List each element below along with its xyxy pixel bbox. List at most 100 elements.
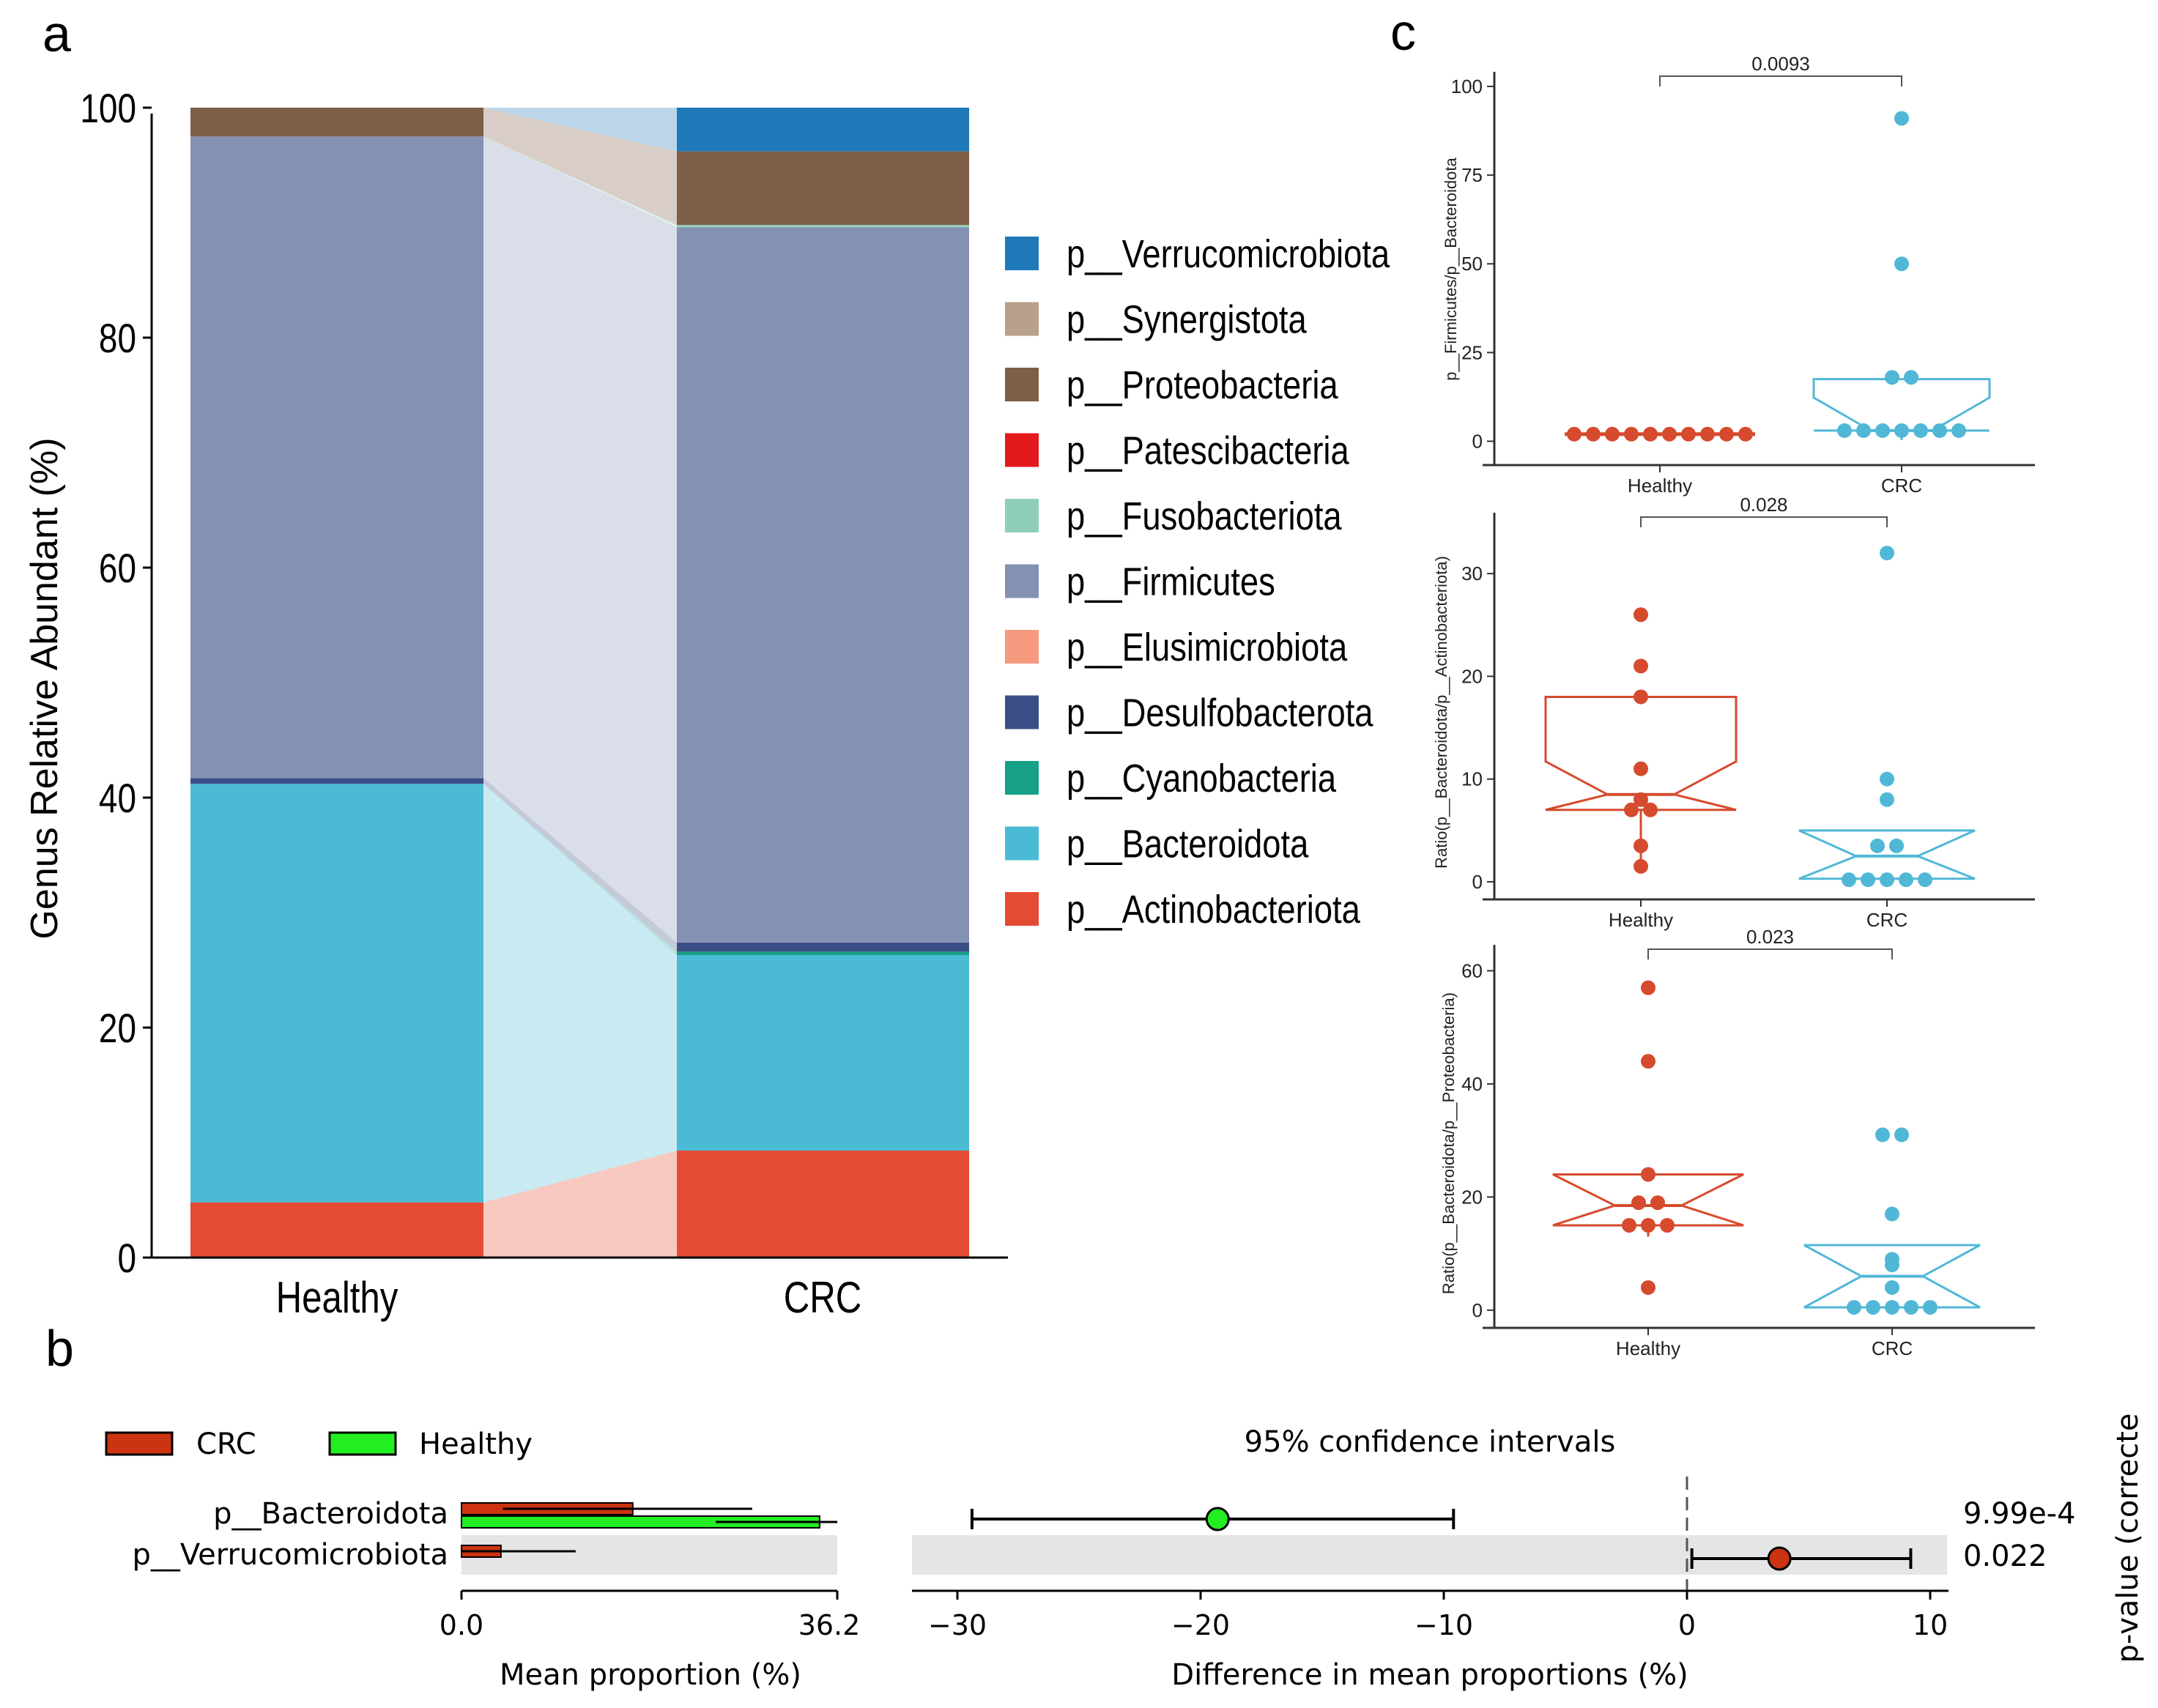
legend-swatch-p-fusobacteriota: [1005, 499, 1039, 532]
panel-label-c: c: [1390, 4, 1416, 61]
panel-label-a: a: [42, 5, 71, 62]
b-legend-healthy-label: Healthy: [419, 1427, 533, 1461]
flow-band-p-verrucomicrobiota: [483, 108, 677, 152]
legend-label-p-verrucomicrobiota: p__Verrucomicrobiota: [1067, 231, 1390, 276]
c2-pvalue: 0.028: [1740, 494, 1787, 516]
c1-point-healthy-0: [1567, 426, 1582, 442]
c1-x-tick-label-healthy: Healthy: [1628, 475, 1692, 497]
legend-swatch-p-cyanobacteria: [1005, 761, 1039, 795]
bar-healthy-p-firmicutes: [190, 136, 483, 779]
c3-point-healthy-1: [1641, 1054, 1655, 1069]
c1-point-crc-8: [1913, 423, 1928, 438]
c3-point-crc-2: [1885, 1206, 1899, 1222]
b-ci-point-p-bacteroidota: [1205, 1507, 1230, 1531]
a-y-tick-label-100: 100: [80, 86, 136, 131]
c2-y-tick-label-20: 20: [1461, 665, 1483, 687]
b-pvalue-axis-label: p-value (correcte: [2111, 1414, 2145, 1663]
c1-point-healthy-2: [1605, 426, 1620, 442]
c1-pvalue: 0.0093: [1751, 53, 1810, 75]
c2-point-crc-7: [1880, 872, 1894, 888]
c1-y-tick-label-75: 75: [1461, 164, 1483, 186]
legend-swatch-p-desulfobacterota: [1005, 695, 1039, 729]
c3-point-crc-1: [1894, 1127, 1909, 1143]
c2-point-crc-0: [1880, 546, 1894, 561]
legend-label-p-proteobacteria: p__Proteobacteria: [1067, 363, 1338, 407]
b-legend-healthy-swatch: [328, 1431, 397, 1456]
c2-point-healthy-2: [1634, 689, 1648, 705]
bar-crc-p-proteobacteria: [677, 151, 969, 226]
panel-label-b: b: [45, 1320, 74, 1377]
legend-label-p-actinobacteriota: p__Actinobacteriota: [1067, 887, 1360, 932]
c1-significance-bracket: [1659, 75, 1902, 86]
c3-box-healthy: [1552, 1173, 1744, 1227]
c2-y-tick-label-10: 10: [1461, 768, 1483, 790]
c3-point-healthy-7: [1660, 1217, 1675, 1233]
bar-crc-p-firmicutes: [677, 227, 969, 943]
c1-point-healthy-1: [1586, 426, 1601, 442]
legend-label-p-cyanobacteria: p__Cyanobacteria: [1067, 756, 1336, 801]
c3-point-crc-6: [1847, 1299, 1861, 1315]
legend-swatch-p-actinobacteriota: [1005, 892, 1039, 926]
c2-y-tick-label-30: 30: [1461, 562, 1483, 584]
legend-swatch-p-proteobacteria: [1005, 368, 1039, 401]
bar-crc-p-cyanobacteria: [677, 951, 969, 956]
c2-point-healthy-8: [1634, 858, 1648, 874]
a-x-tick-healthy: Healthy: [276, 1272, 398, 1322]
bar-healthy-p-desulfobacterota: [190, 778, 483, 784]
c1-point-crc-1: [1894, 256, 1909, 272]
legend-label-p-bacteroidota: p__Bacteroidota: [1067, 822, 1309, 866]
a-y-tick-label-60: 60: [99, 546, 136, 591]
legend-swatch-p-firmicutes: [1005, 564, 1039, 598]
c2-point-healthy-5: [1624, 802, 1639, 817]
bar-healthy-p-bacteroidota: [190, 784, 483, 1203]
c1-point-crc-5: [1856, 423, 1871, 438]
c1-point-crc-3: [1904, 370, 1918, 385]
legend-swatch-p-elusimicrobiota: [1005, 630, 1039, 664]
c1-point-crc-10: [1951, 423, 1966, 438]
c2-point-healthy-3: [1634, 761, 1648, 776]
c1-point-healthy-9: [1738, 426, 1753, 442]
b-right-tick-label--10: −10: [1414, 1609, 1473, 1641]
b-right-tick-label--20: −20: [1171, 1609, 1230, 1641]
c3-point-crc-10: [1923, 1299, 1938, 1315]
c2-point-healthy-0: [1634, 607, 1648, 623]
panel-c3-box-plot: 0 20 40 60Ratio(p__Bacteroidota/p__Proteoba…: [1439, 926, 2035, 1359]
c1-point-crc-0: [1894, 111, 1909, 126]
c1-point-crc-7: [1894, 423, 1909, 438]
bar-healthy-p-proteobacteria: [190, 108, 483, 137]
legend-label-p-desulfobacterota: p__Desulfobacterota: [1067, 691, 1373, 735]
b-right-tick-label-0: 0: [1678, 1609, 1696, 1641]
c2-point-crc-4: [1889, 838, 1904, 853]
c1-point-crc-4: [1837, 423, 1852, 438]
panel-b-extended-error-bar: CRC Healthy 95% confidence intervals p__…: [105, 1414, 2145, 1692]
c3-point-healthy-2: [1641, 1167, 1655, 1182]
b-left-x-axis-label: Mean proportion (%): [500, 1658, 801, 1692]
c1-x-tick-label-crc: CRC: [1881, 475, 1922, 497]
c2-x-tick-label-crc: CRC: [1866, 909, 1907, 931]
b-pvalue-0: 9.99e-4: [1963, 1497, 2076, 1531]
legend-label-p-elusimicrobiota: p__Elusimicrobiota: [1067, 625, 1347, 669]
c3-y-axis-label: Ratio(p__Bacteroidota/p__Proteobacteria): [1439, 992, 1458, 1294]
c2-x-tick-label-healthy: Healthy: [1609, 909, 1673, 931]
c3-significance-bracket: [1647, 948, 1893, 959]
c1-y-tick-label-25: 25: [1461, 341, 1483, 363]
c3-point-healthy-0: [1641, 980, 1655, 995]
a-y-tick-label-20: 20: [99, 1006, 136, 1051]
c3-point-healthy-8: [1641, 1280, 1655, 1295]
b-row-shade-left: [461, 1535, 837, 1575]
b-feature-label-bacteroidota: p__Bacteroidota: [213, 1497, 448, 1531]
flow-band-p-fusobacteriota: [483, 136, 677, 228]
b-right-x-axis-label: Difference in mean proportions (%): [1171, 1658, 1688, 1692]
c1-box-crc: [1812, 378, 1991, 432]
c3-point-healthy-6: [1641, 1217, 1655, 1233]
b-right-tick-label-10: 10: [1913, 1609, 1948, 1641]
c2-point-healthy-7: [1634, 838, 1648, 853]
b-legend-crc-swatch: [105, 1431, 174, 1456]
bar-crc-p-desulfobacterota: [677, 942, 969, 952]
c2-point-healthy-1: [1634, 658, 1648, 674]
c1-y-tick-label-50: 50: [1461, 253, 1483, 275]
c1-point-healthy-8: [1719, 426, 1734, 442]
panel-c1-box-plot: 0 25 50 75 100 p__Firmicutes/p__Bacteroidota H…: [1442, 53, 2035, 497]
c1-point-healthy-4: [1643, 426, 1658, 442]
c3-y-tick-label-60: 60: [1461, 959, 1483, 981]
